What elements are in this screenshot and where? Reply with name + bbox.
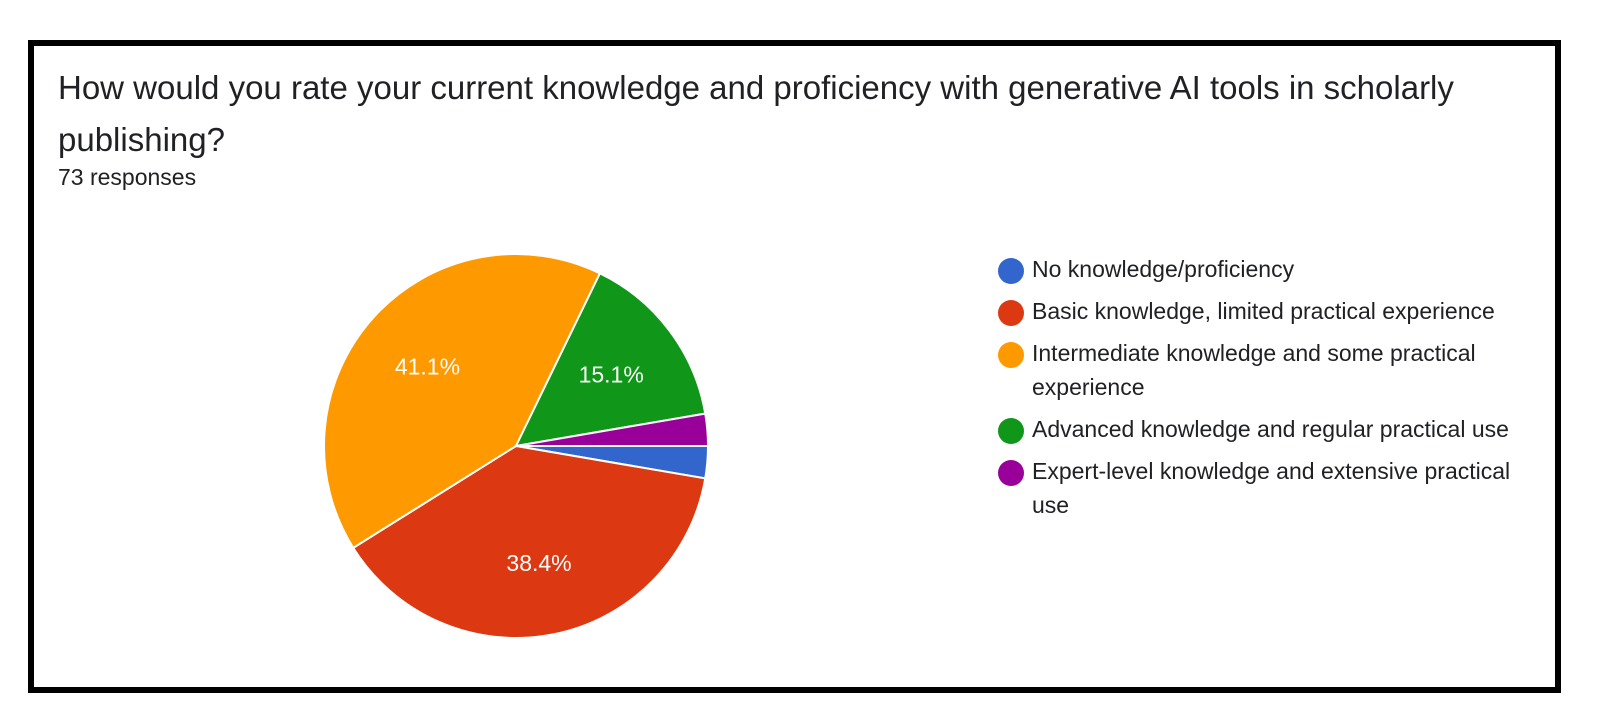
pie-slice-5[interactable] — [515, 412, 710, 447]
legend-swatch-icon — [998, 342, 1024, 368]
pie-slice-2[interactable] — [351, 444, 707, 639]
chart-legend: No knowledge/proficiency Basic knowledge,… — [994, 252, 1514, 530]
legend-label: Basic knowledge, limited practical exper… — [1032, 298, 1495, 324]
legend-item[interactable]: No knowledge/proficiency — [994, 252, 1514, 286]
legend-label: Expert-level knowledge and extensive pra… — [1032, 458, 1511, 518]
legend-label: No knowledge/proficiency — [1032, 256, 1295, 282]
pie-slice-3[interactable] — [323, 253, 602, 550]
legend-label: Advanced knowledge and regular practical… — [1032, 416, 1509, 442]
legend-item[interactable]: Basic knowledge, limited practical exper… — [994, 294, 1514, 328]
legend-swatch-icon — [998, 418, 1024, 444]
legend-label: Intermediate knowledge and some practica… — [1032, 340, 1476, 400]
pie-slice-4[interactable] — [514, 271, 707, 448]
legend-item[interactable]: Advanced knowledge and regular practical… — [994, 412, 1514, 446]
chart-card: How would you rate your current knowledg… — [28, 40, 1561, 693]
legend-item[interactable]: Intermediate knowledge and some practica… — [994, 336, 1514, 404]
slice-percent-label: 38.4% — [506, 550, 571, 576]
legend-swatch-icon — [998, 460, 1024, 486]
slice-percent-label: 15.1% — [579, 362, 644, 388]
pie-chart: 38.4% 41.1% 15.1% — [323, 253, 710, 639]
legend-swatch-icon — [998, 258, 1024, 284]
legend-item[interactable]: Expert-level knowledge and extensive pra… — [994, 454, 1514, 522]
question-title: How would you rate your current knowledg… — [58, 69, 1454, 158]
response-count: 73 responses — [58, 164, 197, 190]
legend-swatch-icon — [998, 300, 1024, 326]
slice-percent-label: 41.1% — [395, 353, 460, 379]
